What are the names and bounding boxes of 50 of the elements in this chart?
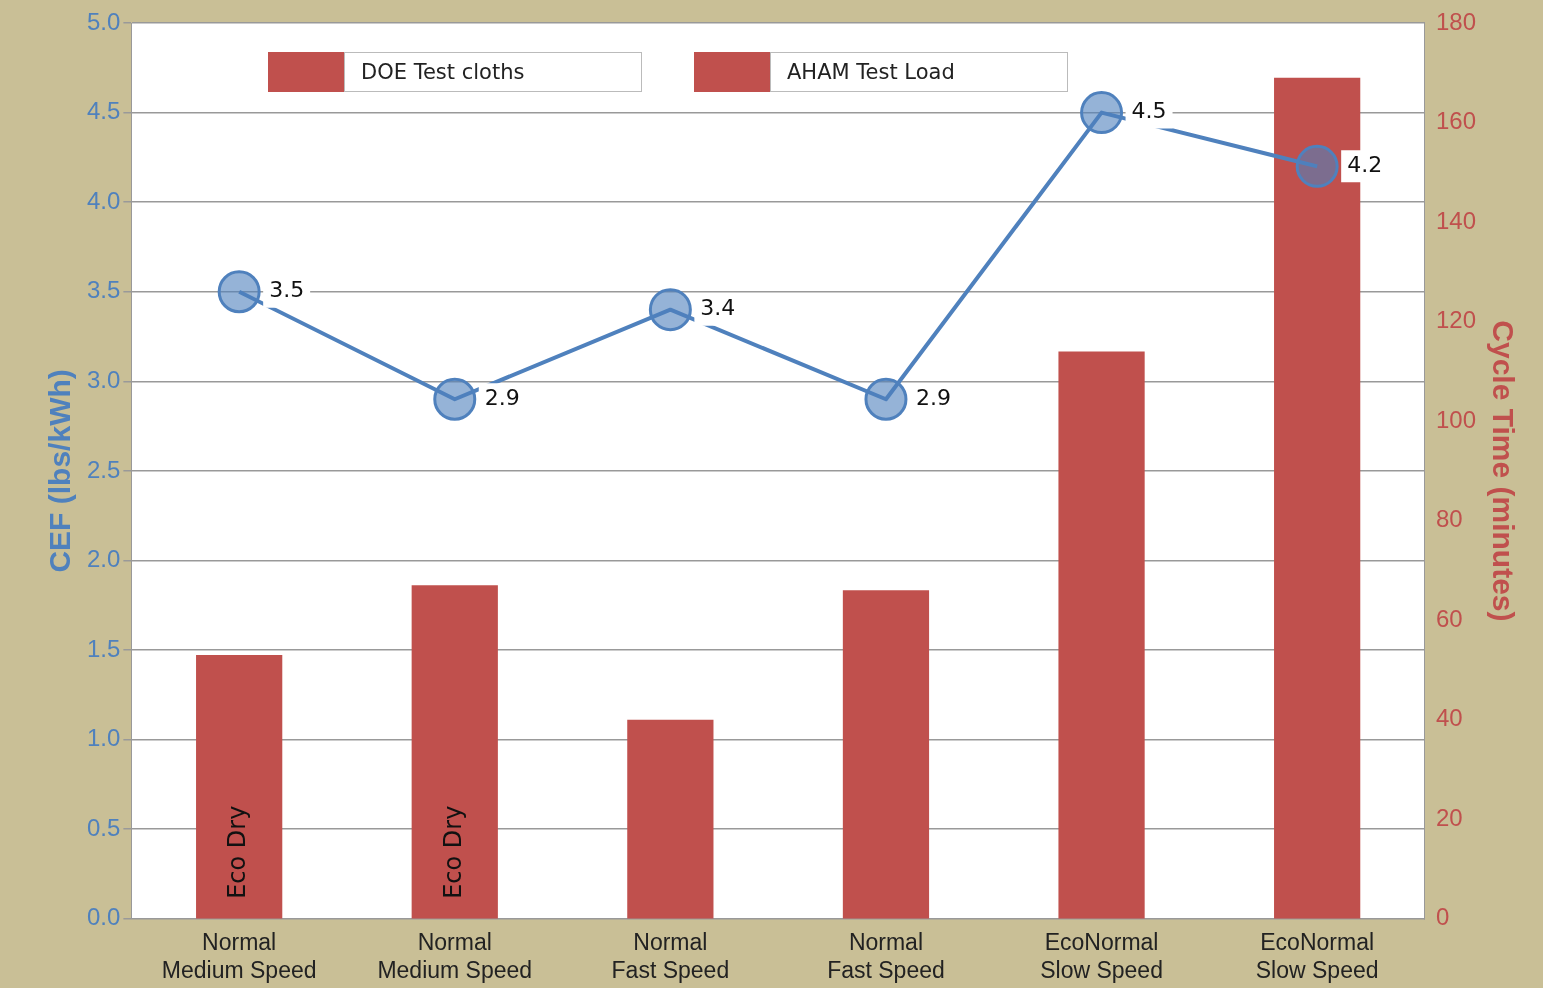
y2-tick-label: 80 xyxy=(1435,505,1463,533)
y2-tick-label: 140 xyxy=(1435,206,1476,234)
x-tick-label: EcoNormal Slow Speed xyxy=(1040,928,1163,983)
point xyxy=(864,377,908,421)
data-label: 3.4 xyxy=(700,295,736,321)
y-tick-label: 0.0 xyxy=(86,903,121,931)
x-tick-label: Normal Fast Speed xyxy=(827,928,945,983)
y2-tick-label: 100 xyxy=(1435,405,1476,433)
y-tick-label: 1.0 xyxy=(86,724,121,752)
legend-label: AHAM Test Load xyxy=(770,52,1068,92)
y2-tick-label: 180 xyxy=(1435,7,1476,35)
bar xyxy=(1058,351,1145,919)
legend-label: DOE Test cloths xyxy=(344,52,642,92)
point xyxy=(1080,91,1124,135)
bar xyxy=(627,719,714,919)
y-tick-label: 4.5 xyxy=(86,97,121,125)
data-label: Eco Dry xyxy=(223,805,252,899)
bar xyxy=(196,655,283,919)
y2-tick-label: 40 xyxy=(1435,704,1463,732)
data-label: 2.9 xyxy=(915,384,951,410)
y-tick-label: 3.0 xyxy=(86,365,121,393)
y-tick-label: 5.0 xyxy=(86,7,121,35)
y-tick-label: 0.5 xyxy=(86,813,121,841)
y-tick-label: 3.5 xyxy=(86,276,121,304)
point xyxy=(217,270,261,314)
y-tick-label: 2.5 xyxy=(86,455,121,483)
y2-tick-label: 60 xyxy=(1435,604,1463,632)
y2-axis-title: Cycle Time (minutes) xyxy=(1486,320,1520,622)
y-axis-title: CEF (lbs/kWh) xyxy=(43,369,77,573)
data-label: 2.9 xyxy=(484,384,520,410)
x-tick-label: EcoNormal Slow Speed xyxy=(1255,928,1379,983)
y-tick-label: 1.5 xyxy=(86,634,121,662)
data-label: 3.5 xyxy=(269,277,305,303)
x-tick-label: Normal Medium Speed xyxy=(377,928,533,983)
point xyxy=(648,288,692,332)
point xyxy=(433,377,477,421)
data-label: Eco Dry xyxy=(439,805,467,899)
y-tick-label: 4.0 xyxy=(86,186,121,214)
point xyxy=(1295,144,1339,188)
y2-tick-label: 160 xyxy=(1435,107,1476,135)
y2-tick-label: 0 xyxy=(1435,903,1450,931)
data-label: 4.2 xyxy=(1347,152,1383,178)
data-label: 4.5 xyxy=(1131,98,1167,124)
bar xyxy=(411,585,498,919)
y-tick-label: 2.0 xyxy=(86,545,121,573)
x-tick-label: Normal Fast Speed xyxy=(611,928,730,983)
bar xyxy=(842,590,930,919)
x-tick-label: Normal Medium Speed xyxy=(161,928,317,983)
y2-tick-label: 120 xyxy=(1435,306,1476,334)
y2-tick-label: 20 xyxy=(1435,803,1463,831)
